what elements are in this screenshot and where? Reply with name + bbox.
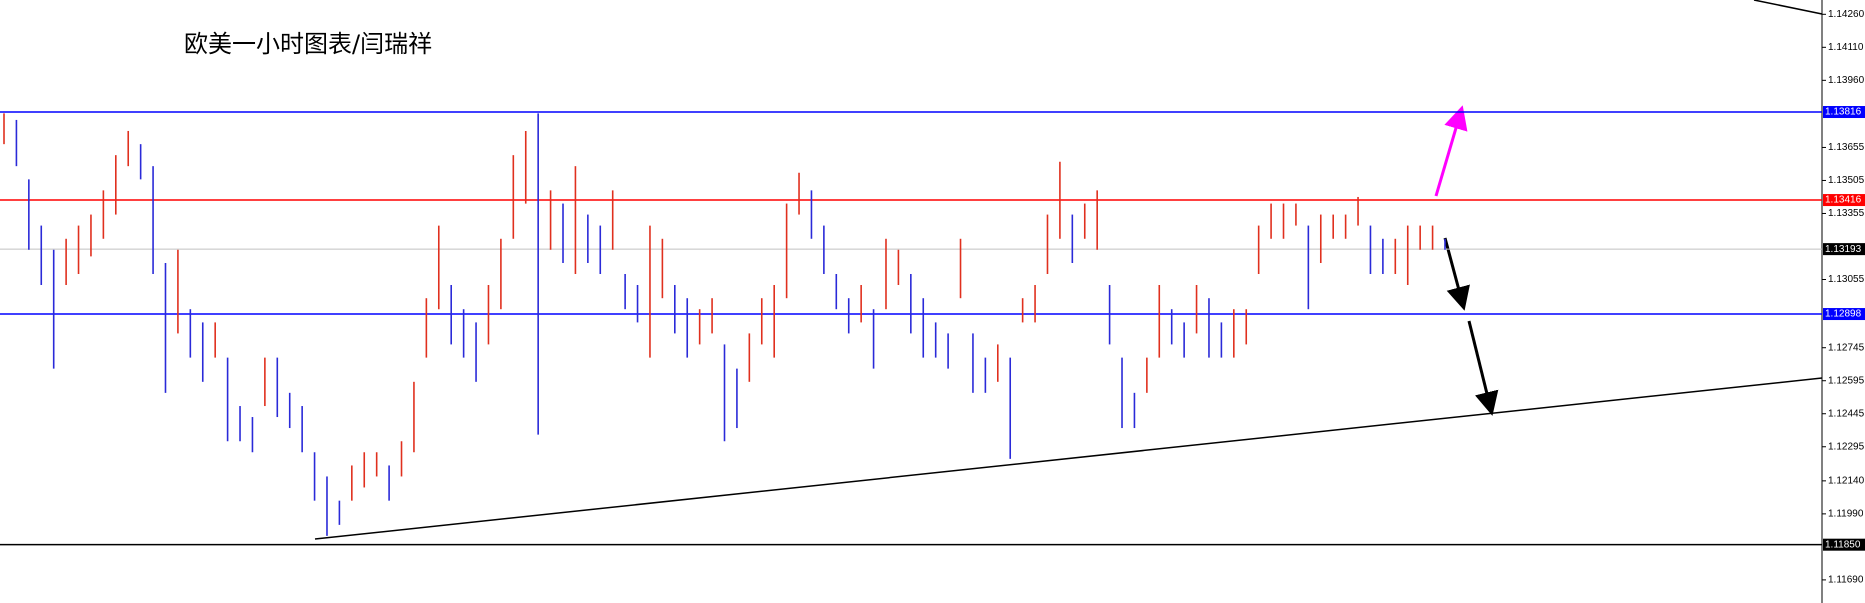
level-label-box xyxy=(1823,243,1865,256)
y-tick-label: 1.12140 xyxy=(1828,476,1865,487)
level-label: 1.13816 xyxy=(1825,107,1862,118)
level-label: 1.11850 xyxy=(1825,539,1861,550)
level-label: 1.12898 xyxy=(1825,309,1862,320)
y-tick-label: 1.13655 xyxy=(1828,142,1865,153)
level-label-box xyxy=(1823,538,1865,551)
y-tick-label: 1.13505 xyxy=(1828,175,1865,186)
arrow xyxy=(1434,105,1468,197)
level-label-box xyxy=(1823,106,1865,119)
arrow xyxy=(1443,237,1470,311)
y-tick-label: 1.13355 xyxy=(1828,208,1865,219)
y-tick-label: 1.12445 xyxy=(1828,408,1865,419)
arrow xyxy=(1467,320,1499,416)
y-tick-label: 1.11690 xyxy=(1828,575,1864,586)
level-label-box xyxy=(1823,194,1865,207)
trend-line xyxy=(314,377,1823,540)
y-tick-label: 1.13960 xyxy=(1828,75,1865,86)
level-label: 1.13416 xyxy=(1825,195,1862,206)
y-tick-label: 1.11990 xyxy=(1828,509,1864,520)
y-tick-label: 1.12595 xyxy=(1828,375,1865,386)
y-tick-label: 1.13055 xyxy=(1828,274,1865,285)
y-tick-label: 1.14110 xyxy=(1828,42,1864,53)
level-label: 1.13193 xyxy=(1825,244,1862,255)
y-tick-label: 1.14260 xyxy=(1828,9,1865,20)
chart-title: 欧美一小时图表/闫瑞祥 xyxy=(184,30,432,58)
y-tick-label: 1.12745 xyxy=(1828,342,1865,353)
trend-line xyxy=(1753,0,1823,15)
y-tick-label: 1.12295 xyxy=(1828,441,1865,452)
level-label-box xyxy=(1823,308,1865,321)
